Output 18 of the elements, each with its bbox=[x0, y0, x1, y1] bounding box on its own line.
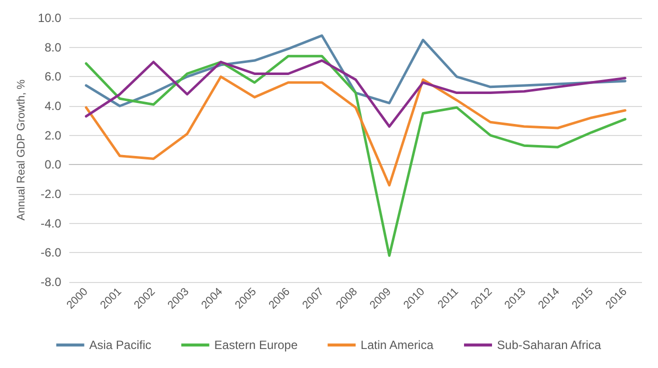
y-tick-label: 8.0 bbox=[44, 40, 62, 54]
y-tick-label: -4.0 bbox=[40, 216, 62, 230]
line-series bbox=[84, 54, 626, 257]
y-tick-label: 6.0 bbox=[44, 70, 62, 84]
y-tick-label: 0.0 bbox=[44, 158, 62, 172]
legend-label: Asia Pacific bbox=[89, 338, 152, 352]
y-axis-title: Annual Real GDP Growth, % bbox=[16, 79, 28, 221]
y-tick-label: -8.0 bbox=[40, 275, 62, 289]
line-series bbox=[84, 59, 626, 128]
y-tick-label: 2.0 bbox=[44, 128, 62, 142]
y-tick-label: 10.0 bbox=[38, 11, 62, 25]
y-tick-label: 4.0 bbox=[44, 99, 62, 113]
legend-label: Sub-Saharan Africa bbox=[497, 338, 602, 352]
legend-label: Eastern Europe bbox=[214, 338, 298, 352]
line-series bbox=[84, 75, 626, 186]
legend-label: Latin America bbox=[360, 338, 434, 352]
y-tick-label: -6.0 bbox=[40, 246, 62, 260]
y-tick-label: -2.0 bbox=[40, 187, 62, 201]
